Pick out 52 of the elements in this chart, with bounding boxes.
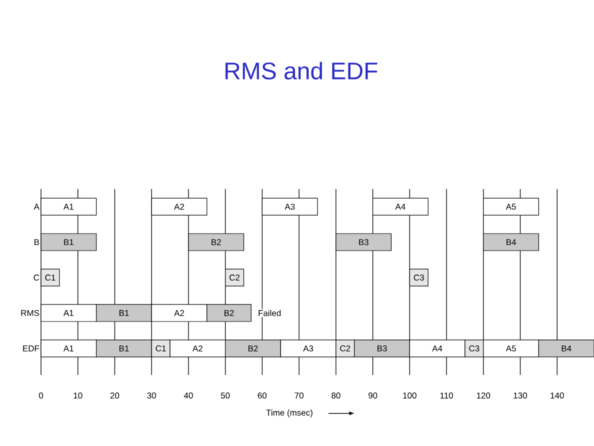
data-label: B4 [506,239,516,246]
data-label: A4 [395,204,406,210]
annotation: Failed [258,310,281,316]
data-label: A2 [174,204,184,210]
data-label: A1 [63,204,74,210]
x-tick-label: 10 [74,392,82,399]
data-label: A2 [192,345,202,352]
x-tick-label: 40 [184,392,193,399]
data-label: B2 [248,345,258,352]
data-label: B3 [378,345,387,352]
data-label: A4 [432,345,442,352]
data-label: C3 [469,345,480,352]
data-label: A3 [284,204,295,210]
y-tick-label: EDF [23,345,40,352]
data-label: C1 [45,274,56,281]
y-tick-label: RMS [21,310,40,316]
x-tick-label: 130 [514,392,528,399]
data-label: A5 [506,345,516,352]
data-label: B1 [119,345,129,352]
x-tick-label: 110 [440,392,453,399]
x-axis-title: Time (msec) [266,409,312,418]
data-label: B4 [562,345,572,352]
data-label: A1 [63,345,74,352]
x-tick-label: 70 [294,392,304,399]
data-label: B2 [212,239,221,246]
x-tick-label: 100 [403,392,416,399]
data-label: A1 [63,310,74,316]
x-tick-label: 20 [110,392,120,399]
y-tick-label: C [34,274,40,281]
data-label: A2 [174,310,184,316]
x-tick-label: 50 [220,392,230,399]
data-label: B1 [64,239,74,246]
x-tick-label: 0 [38,392,44,399]
data-label: A5 [506,204,516,210]
data-label: A3 [303,345,314,352]
y-tick-label: B [34,239,40,246]
data-label: C2 [230,274,240,281]
x-tick-label: 90 [368,392,378,399]
chart-title: RMS and EDF [226,62,378,80]
x-tick-label: 120 [476,392,490,399]
x-tick-label: 140 [550,392,564,399]
y-tick-label: A [34,204,40,210]
bar [188,233,244,251]
data-label: B1 [119,310,129,316]
x-tick-label: 30 [147,392,156,399]
data-label: C3 [414,274,424,281]
data-label: C1 [156,345,166,352]
x-tick-label: 60 [258,392,267,399]
data-label: B2 [224,310,234,316]
data-label: B3 [359,239,368,246]
data-label: C2 [340,345,350,352]
x-tick-label: 80 [332,392,340,399]
